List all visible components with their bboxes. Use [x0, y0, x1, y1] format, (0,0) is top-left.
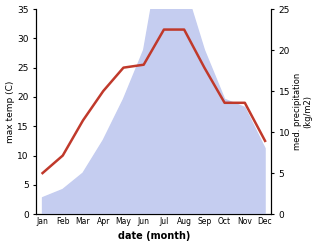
Y-axis label: med. precipitation
(kg/m2): med. precipitation (kg/m2) — [293, 73, 313, 150]
Y-axis label: max temp (C): max temp (C) — [5, 80, 15, 143]
X-axis label: date (month): date (month) — [118, 231, 190, 242]
